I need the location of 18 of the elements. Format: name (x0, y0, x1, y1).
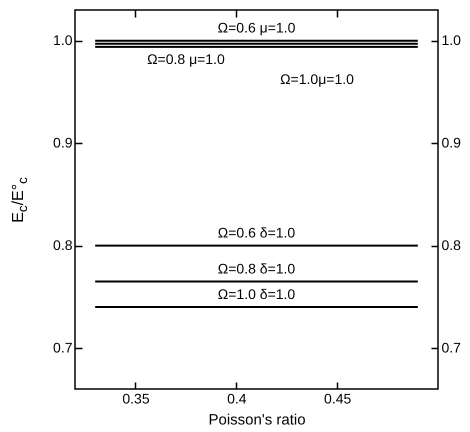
x-tick-label: 0.45 (324, 390, 352, 406)
y-tick-label: 0.7 (53, 340, 73, 356)
series-label: Ω=0.8 μ=1.0 (147, 50, 225, 67)
series-label: Ω=0.6 δ=1.0 (218, 224, 296, 241)
series-label: Ω=1.0 δ=1.0 (218, 286, 296, 302)
y-tick-label: 0.9 (53, 134, 73, 151)
y-tick-label: 1.0 (53, 32, 73, 48)
series-label: Ω=0.8 δ=1.0 (218, 260, 296, 276)
series-label: Ω=1.0μ=1.0 (280, 70, 354, 87)
y2-tick-label: 0.9 (442, 134, 462, 151)
x-axis-title: Poisson's ratio (208, 412, 306, 428)
legend-label: Ω=0.6 μ=1.0 (218, 20, 296, 36)
y2-tick-label: 0.7 (442, 340, 462, 356)
x-tick-label: 0.4 (227, 390, 247, 406)
y2-tick-label: 1.0 (442, 32, 462, 48)
y2-tick-label: 0.8 (442, 237, 462, 254)
x-tick-label: 0.35 (122, 390, 150, 406)
y-tick-label: 0.8 (53, 237, 73, 254)
